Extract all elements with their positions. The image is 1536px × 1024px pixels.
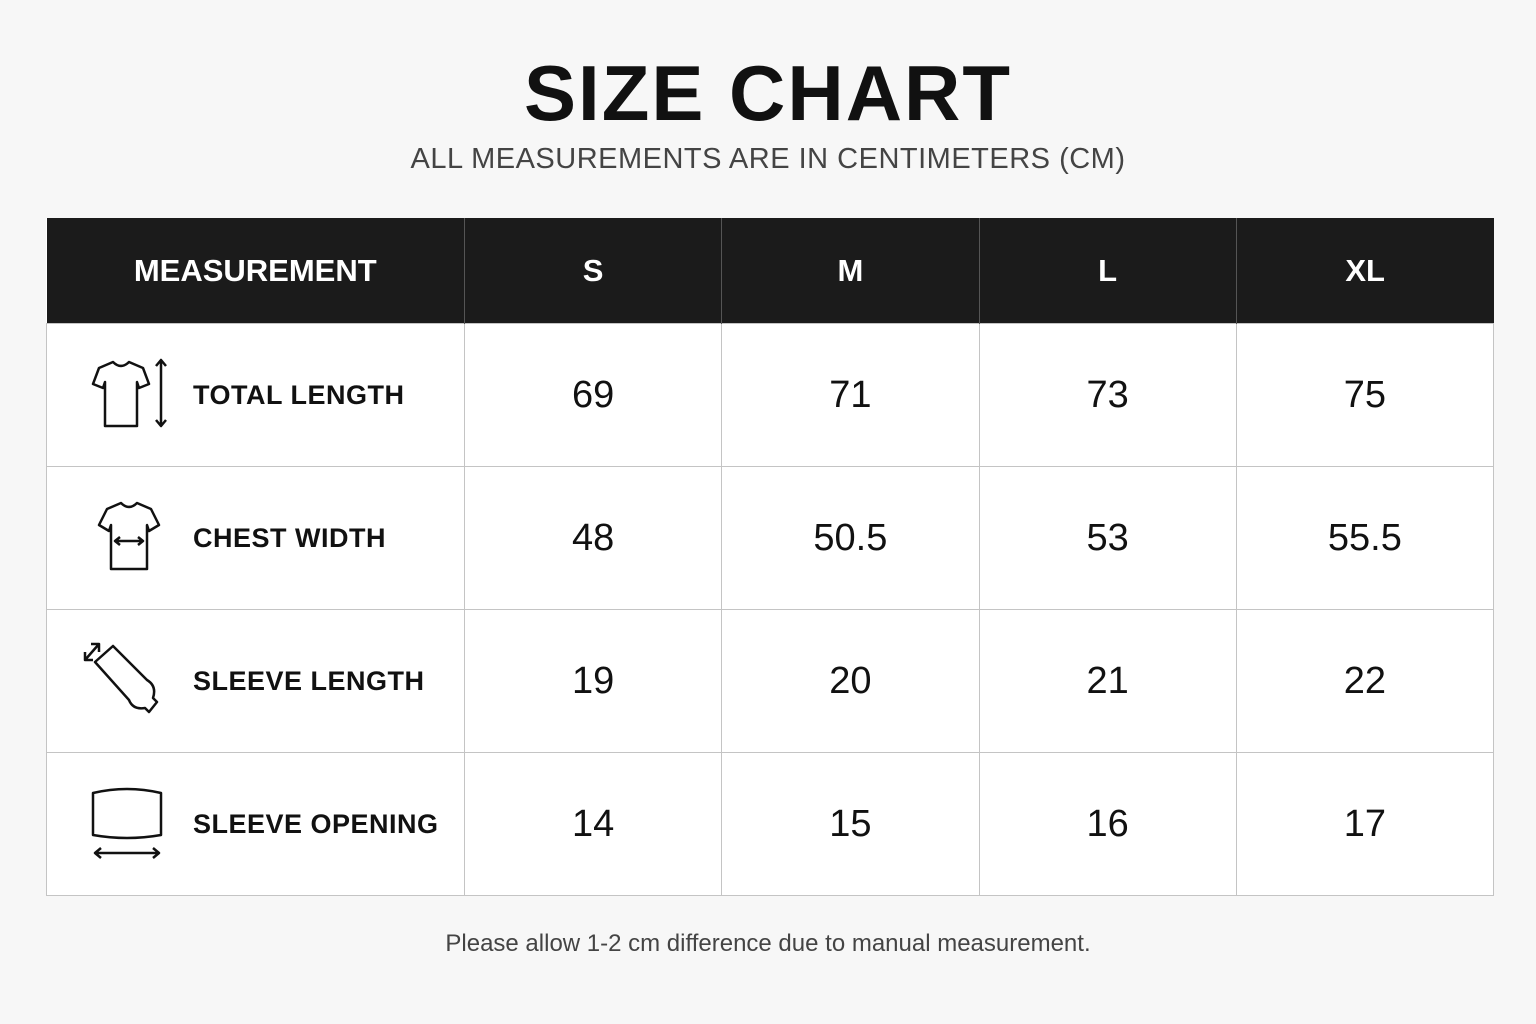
value-cell: 14 [463,752,723,896]
value-cell: 16 [978,752,1237,896]
value-cell: 75 [1235,323,1495,467]
header-row: MEASUREMENT S M L XL [46,218,1494,324]
value-cell: 53 [978,466,1237,610]
value-cell: 19 [463,609,723,753]
measurement-label: SLEEVE OPENING [47,779,464,869]
value-cell: 15 [721,752,980,896]
value-cell: 69 [463,323,723,467]
size-table: MEASUREMENT S M L XL TOTAL LENGTH 69 71 73 7… [46,218,1495,896]
value-cell: 73 [978,323,1237,467]
table-row: SLEEVE OPENING 14 15 16 17 [46,752,1495,896]
measurement-icon [97,501,161,571]
title: SIZE CHART [524,49,1012,137]
value-cell: 48 [463,466,723,610]
value-cell: 20 [721,609,980,753]
table-row: TOTAL LENGTH 69 71 73 75 [46,323,1495,467]
measurement-name: SLEEVE OPENING [193,808,439,839]
measurement-label: CHEST WIDTH [47,493,464,583]
header-cell: MEASUREMENT [46,218,465,324]
value-cell: 17 [1235,752,1495,896]
table-row: CHEST WIDTH 48 50.5 53 55.5 [46,466,1495,610]
value-cell: 21 [978,609,1237,753]
value-cell: 50.5 [721,466,980,610]
measurement-name: SLEEVE LENGTH [193,665,425,696]
table-row: SLEEVE LENGTH 19 20 21 22 [46,609,1495,753]
measurement-icon [91,787,163,859]
measurement-label: SLEEVE LENGTH [47,636,464,726]
measurement-name: TOTAL LENGTH [193,379,405,410]
subtitle: ALL MEASUREMENTS ARE IN CENTIMETERS (CM) [410,143,1126,175]
measurement-cell: CHEST WIDTH [46,466,465,610]
value-cell: 55.5 [1235,466,1495,610]
footer-note: Please allow 1-2 cm difference due to ma… [445,930,1091,957]
value-cell: 71 [721,323,980,467]
measurement-name: CHEST WIDTH [193,522,386,553]
measurement-icon [91,358,167,428]
header-cell: S [463,218,722,324]
header-cell: M [721,218,979,324]
measurement-cell: TOTAL LENGTH [46,323,465,467]
header-cell: XL [1235,218,1494,324]
measurement-icon [83,642,159,714]
measurement-cell: SLEEVE OPENING [46,752,465,896]
measurement-label: TOTAL LENGTH [47,350,464,440]
header-cell: L [978,218,1237,324]
measurement-cell: SLEEVE LENGTH [46,609,465,753]
value-cell: 22 [1235,609,1495,753]
